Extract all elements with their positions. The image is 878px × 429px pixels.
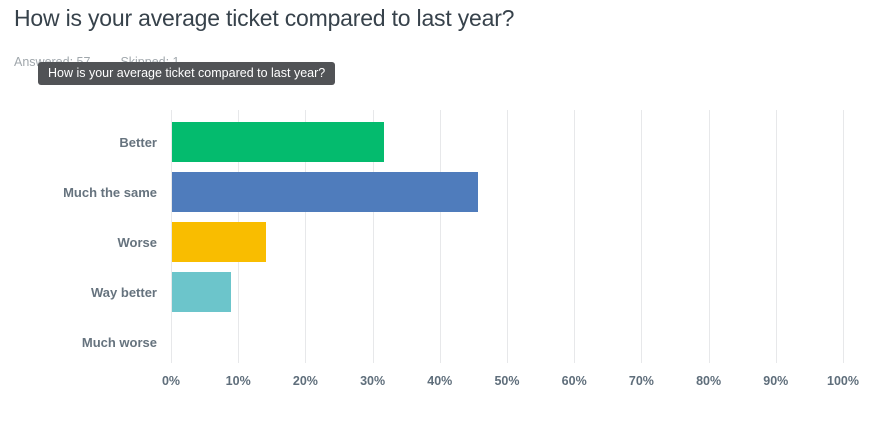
gridline bbox=[775, 110, 777, 363]
x-tick-label: 100% bbox=[827, 374, 859, 388]
x-tick-label: 50% bbox=[494, 374, 520, 388]
gridline bbox=[372, 110, 374, 363]
gridline bbox=[708, 110, 710, 363]
question-title: How is your average ticket compared to l… bbox=[14, 5, 515, 31]
category-label-worse: Worse bbox=[117, 234, 158, 250]
x-tick-label: 90% bbox=[763, 374, 789, 388]
x-tick-label: 10% bbox=[225, 374, 251, 388]
bar-much-the-same[interactable] bbox=[172, 172, 479, 212]
x-tick-label: 20% bbox=[292, 374, 318, 388]
bar-better[interactable] bbox=[172, 122, 385, 162]
gridline bbox=[574, 110, 576, 363]
x-tick-label: 0% bbox=[161, 374, 181, 388]
category-label-much-the-same: Much the same bbox=[63, 184, 157, 200]
x-tick-label: 70% bbox=[628, 374, 654, 388]
x-tick-label: 30% bbox=[360, 374, 386, 388]
category-label-way-better: Way better bbox=[91, 284, 157, 300]
gridline bbox=[305, 110, 307, 363]
gridline bbox=[439, 110, 441, 363]
category-label-much-worse: Much worse bbox=[81, 334, 157, 350]
gridline bbox=[843, 110, 844, 363]
category-label-better: Better bbox=[119, 134, 157, 150]
x-tick-label: 60% bbox=[561, 374, 587, 388]
x-tick-label: 80% bbox=[696, 374, 722, 388]
gridline bbox=[507, 110, 508, 363]
x-tick-label: 40% bbox=[427, 374, 453, 388]
tooltip-text: How is your average ticket compared to l… bbox=[48, 66, 326, 80]
gridline bbox=[171, 110, 172, 363]
bar-way-better[interactable] bbox=[172, 272, 231, 312]
gridline bbox=[641, 110, 643, 363]
bar-worse[interactable] bbox=[172, 222, 267, 262]
tooltip: How is your average ticket compared to l… bbox=[38, 62, 336, 85]
plot-area bbox=[171, 110, 844, 363]
